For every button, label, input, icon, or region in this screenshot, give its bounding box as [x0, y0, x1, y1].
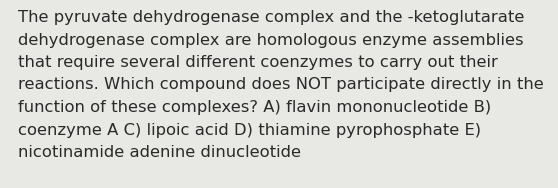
Text: coenzyme A C) lipoic acid D) thiamine pyrophosphate E): coenzyme A C) lipoic acid D) thiamine py… — [18, 123, 481, 137]
Text: that require several different coenzymes to carry out their: that require several different coenzymes… — [18, 55, 498, 70]
Text: function of these complexes? A) flavin mononucleotide B): function of these complexes? A) flavin m… — [18, 100, 491, 115]
Text: The pyruvate dehydrogenase complex and the -ketoglutarate: The pyruvate dehydrogenase complex and t… — [18, 10, 525, 25]
Text: reactions. Which compound does NOT participate directly in the: reactions. Which compound does NOT parti… — [18, 77, 543, 92]
Text: nicotinamide adenine dinucleotide: nicotinamide adenine dinucleotide — [18, 145, 301, 160]
Text: dehydrogenase complex are homologous enzyme assemblies: dehydrogenase complex are homologous enz… — [18, 33, 523, 48]
